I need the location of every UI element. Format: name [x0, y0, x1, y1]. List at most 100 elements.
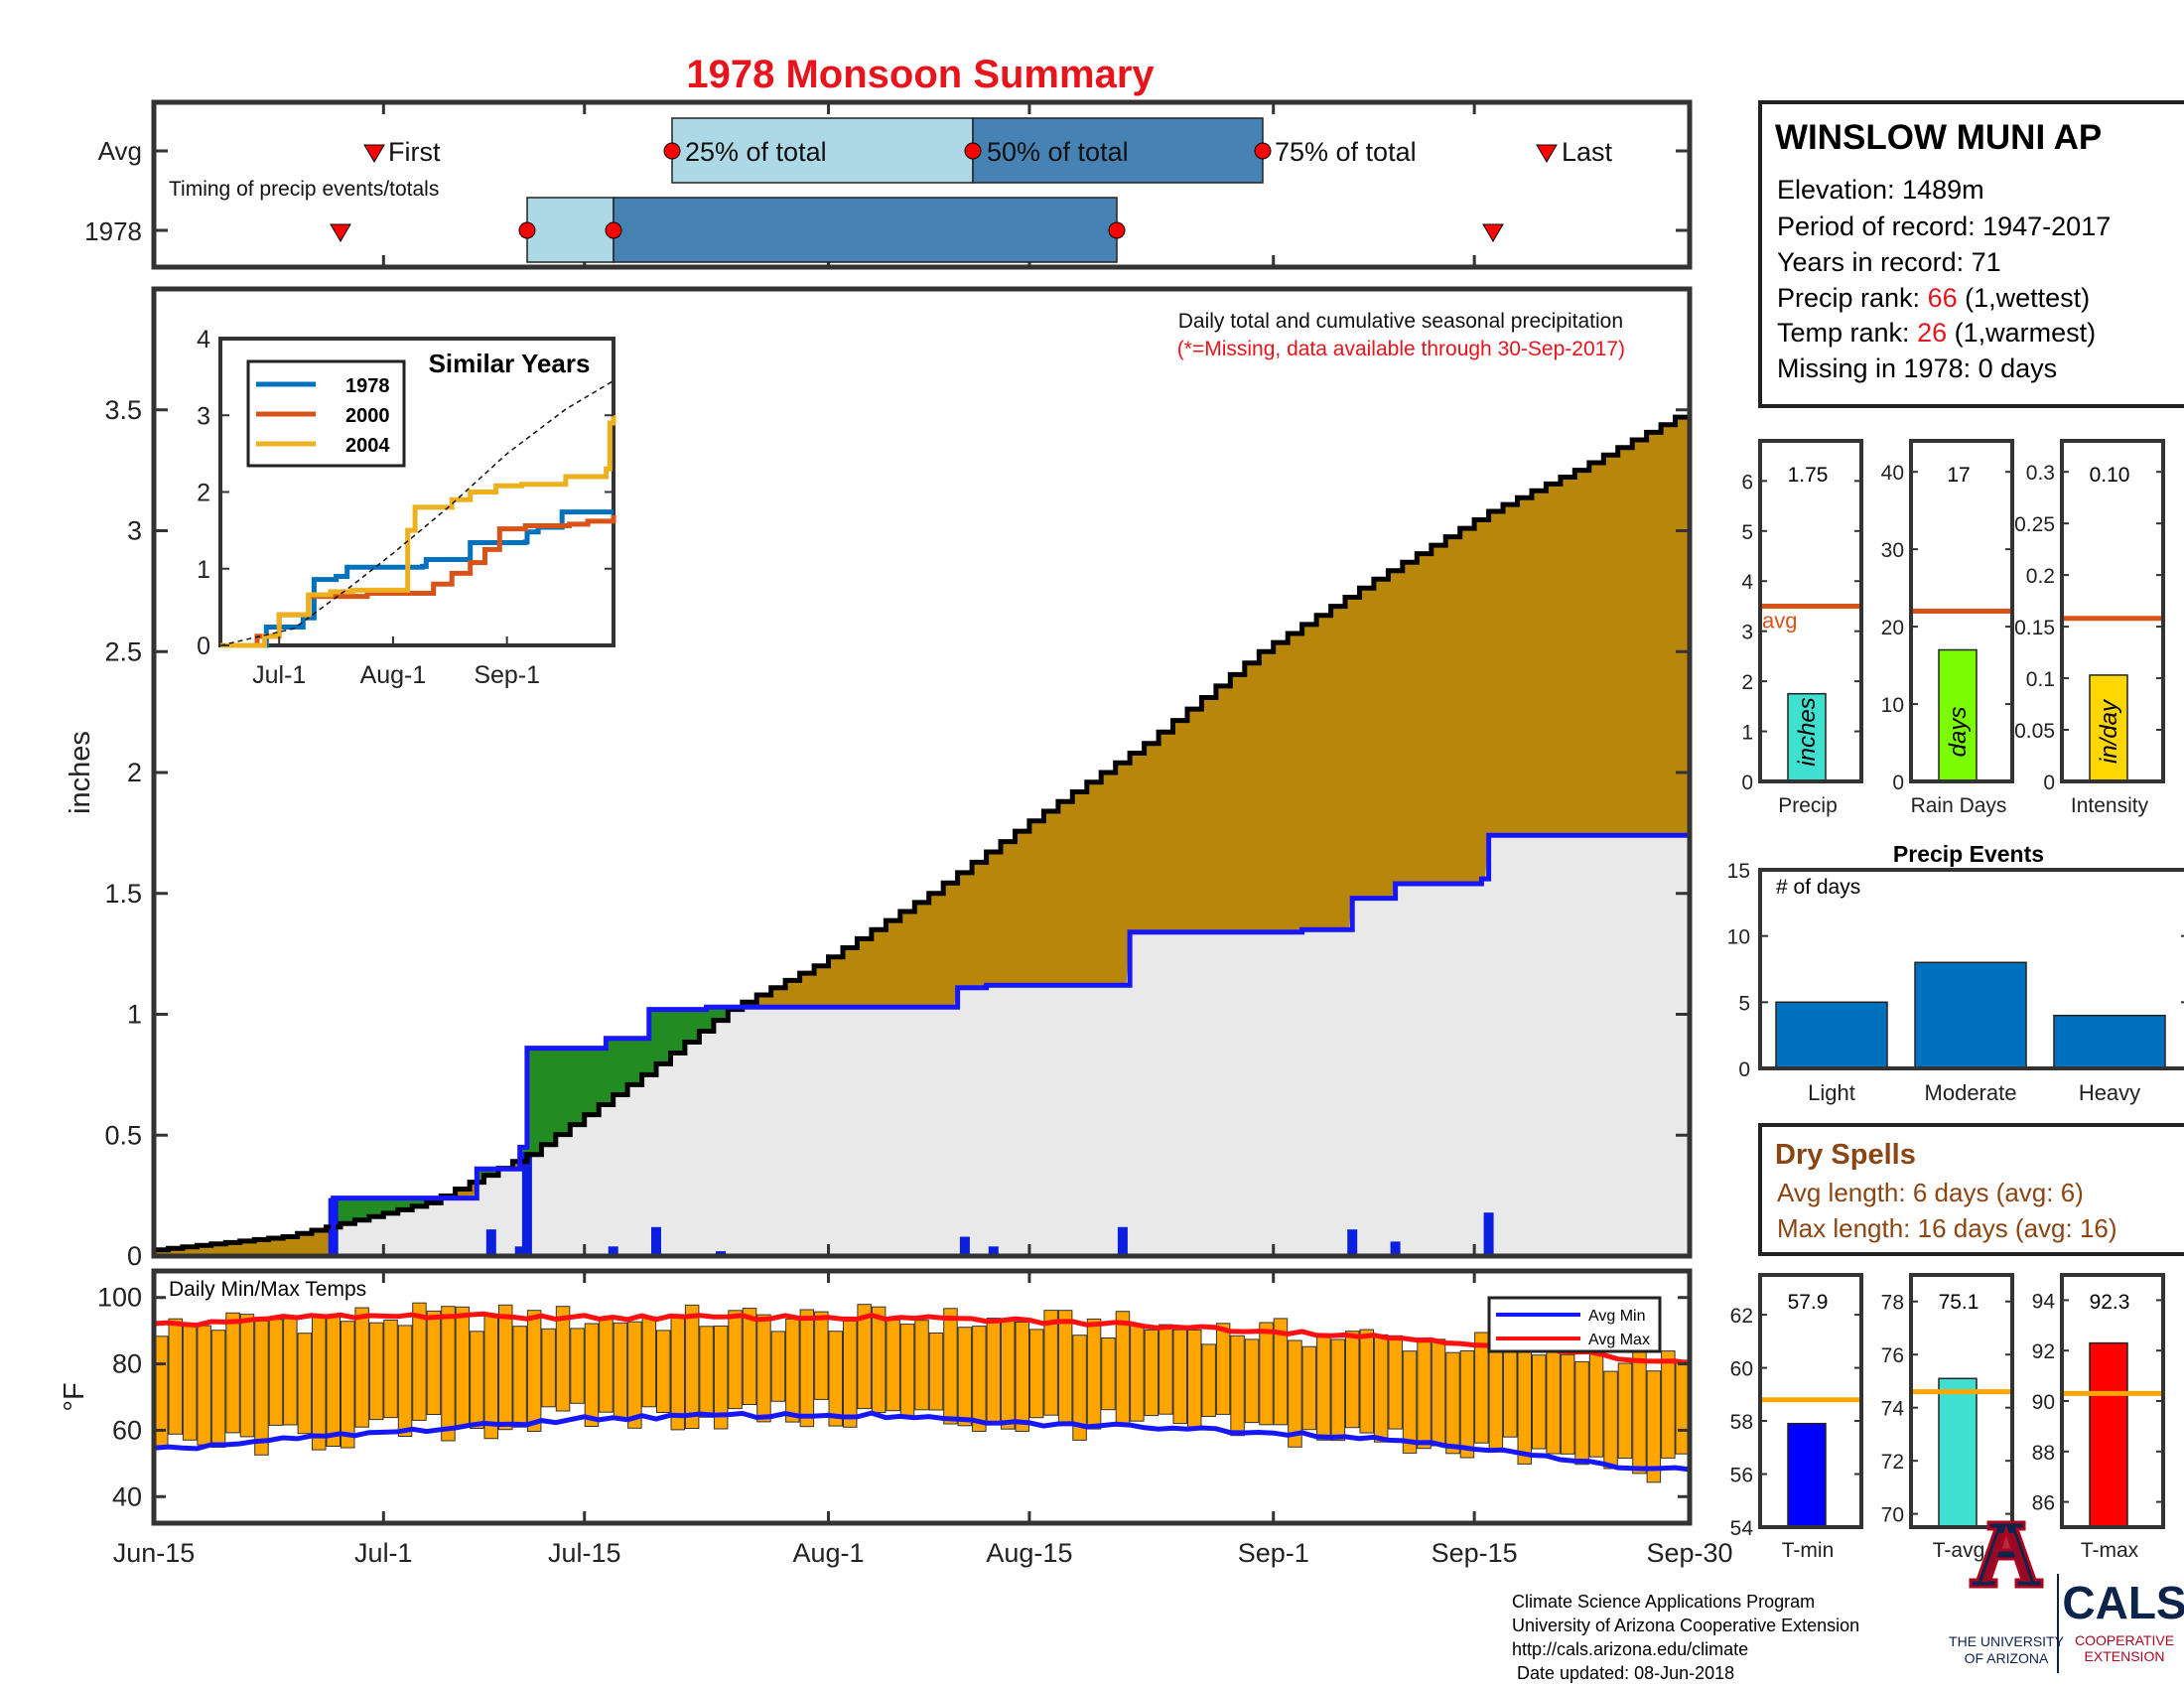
intensity-tick-label: 0.15 — [2014, 617, 2055, 639]
daily-temp-range-bar — [1172, 1329, 1187, 1425]
timing-panel: Avg 1978 Timing of precip events/totals … — [84, 99, 1693, 270]
y-tick-label: 3 — [127, 516, 142, 546]
tmin-axis-label: T-min — [1782, 1539, 1835, 1562]
main-note-1: Daily total and cumulative seasonal prec… — [1178, 310, 1623, 333]
avg-min-line — [153, 1410, 1691, 1473]
station-period: Period of record: 1947-2017 — [1777, 211, 2111, 241]
inset-x-tick-label: Jul-1 — [252, 661, 306, 689]
daily-temp-range-bar — [210, 1330, 226, 1448]
intensity-tick-label: 0.3 — [2026, 462, 2055, 485]
daily-temp-range-bar — [197, 1325, 211, 1446]
temp-rank-label: Temp rank: — [1777, 318, 1917, 348]
intensity-tick-label: 0.1 — [2026, 668, 2055, 691]
daily-temp-range-bar — [742, 1308, 757, 1405]
precip-tick-label: 5 — [1741, 521, 1753, 544]
daily-precip-bar — [1347, 1229, 1358, 1256]
daily-temp-range-bar — [555, 1306, 571, 1412]
daily-temp-range-bar — [756, 1314, 771, 1423]
daily-precip-bar — [1117, 1226, 1128, 1256]
tavg-value-label: 75.1 — [1939, 1291, 1979, 1314]
daily-precip-bar — [608, 1246, 618, 1256]
rain_days-panel-frame — [1909, 439, 2014, 783]
tavg-bar — [1938, 1377, 1978, 1528]
temp-summary-bars: 54 56 58 60 62 57.9 T-min 70 72 74 76 78 75.1 T-avg 86… — [1730, 1273, 2165, 1562]
inset-legend-2004: 2004 — [345, 435, 390, 457]
daily-temp-range-bar — [541, 1328, 556, 1408]
daily-temp-range-bar — [1028, 1329, 1044, 1419]
x-tick-label: Sep-30 — [1646, 1538, 1732, 1568]
daily-temp-range-bar — [1144, 1329, 1160, 1417]
daily-temp-range-bar — [1187, 1329, 1202, 1429]
daily-temp-range-bar — [1646, 1370, 1662, 1483]
tmin-value-label: 57.9 — [1788, 1291, 1829, 1314]
daily-temp-range-bar — [498, 1304, 513, 1431]
cumulative-1978-line — [154, 832, 1690, 1259]
cals-name: CALS — [2062, 1577, 2184, 1628]
footer-line-3: http://cals.arizona.edu/climate — [1512, 1639, 1748, 1659]
daily-temp-range-bar — [1517, 1338, 1532, 1465]
daily-temp-range-bar — [1445, 1351, 1460, 1455]
daily-temp-range-bar — [785, 1318, 800, 1423]
tmin-tick-label: 60 — [1730, 1358, 1753, 1381]
avg-q50-label: 50% of total — [987, 137, 1129, 167]
temp-rank-note: (1,warmest) — [1947, 318, 2096, 348]
y1978-last-marker — [1482, 223, 1504, 242]
tavg-tick-label: 70 — [1881, 1504, 1904, 1527]
daily-temp-range-bar — [1488, 1342, 1504, 1451]
precip-axis-label: Precip — [1778, 794, 1838, 817]
daily-temp-range-bar — [1072, 1335, 1087, 1441]
daily-temp-range-bar — [1402, 1350, 1418, 1454]
daily-temp-range-bar — [368, 1322, 384, 1421]
events-category-label: Heavy — [2079, 1080, 2140, 1105]
daily-temp-range-bar — [455, 1306, 471, 1428]
daily-temp-range-bar — [914, 1320, 929, 1411]
precip-rank-note: (1,wettest) — [1958, 283, 2091, 313]
events-tick-label: 5 — [1738, 992, 1750, 1015]
daily-temp-range-bar — [1373, 1334, 1389, 1443]
station-missing: Missing in 1978: 0 days — [1777, 353, 2057, 383]
daily-temps-chart: 40 60 80 100 Jun-15 Jul-1 Jul-15 Aug-1 Aug-15 Sep… — [59, 1268, 1733, 1568]
similar-years-inset: 0 1 2 3 4 Jul-1 Aug-1 Sep-1 1978 2000 2004 Simi… — [197, 326, 616, 689]
x-tick-label: Jul-15 — [548, 1538, 621, 1568]
daily-temp-range-bar — [1417, 1341, 1432, 1450]
events-tick-label: 0 — [1738, 1058, 1750, 1081]
inset-y-tick-label: 3 — [197, 402, 210, 430]
temps-legend-max: Avg Max — [1588, 1332, 1650, 1348]
y1978-q25-marker — [518, 221, 536, 239]
daily-temp-range-bar — [1431, 1338, 1446, 1447]
footer-line-1: Climate Science Applications Program — [1512, 1592, 1815, 1612]
x-tick-label: Jul-1 — [354, 1538, 413, 1568]
precip-tick-label: 2 — [1741, 671, 1753, 694]
daily-temp-range-bar — [312, 1315, 327, 1451]
daily-temp-range-bar — [843, 1320, 858, 1428]
daily-precip-bar — [485, 1229, 496, 1256]
temps-ylabel: °F — [59, 1382, 90, 1411]
daily-temp-range-bar — [986, 1318, 1002, 1425]
timing-row-avg: Avg — [98, 136, 142, 166]
temps-legend-min: Avg Min — [1588, 1308, 1646, 1325]
daily-temp-range-bar — [1459, 1350, 1475, 1459]
intensity-value-label: 0.10 — [2090, 464, 2130, 487]
daily-temp-range-bar — [412, 1302, 427, 1421]
daily-temp-range-bar — [1316, 1334, 1331, 1441]
intensity-axis-label: Intensity — [2071, 794, 2149, 817]
avg-q25-marker — [663, 142, 681, 160]
events-bar-heavy — [2053, 1014, 2166, 1069]
intensity-tick-label: 0.2 — [2026, 565, 2055, 588]
events-bar-light — [1775, 1001, 1888, 1069]
rain_days-tick-label: 40 — [1881, 462, 1904, 485]
daily-temp-range-bar — [1230, 1335, 1245, 1437]
tavg-tick-label: 74 — [1881, 1398, 1905, 1421]
temp-y-tick-label: 60 — [112, 1415, 142, 1445]
tavg-tick-label: 78 — [1881, 1292, 1904, 1315]
precip-panel-frame — [1758, 439, 1863, 783]
intensity-unit-label: in/day — [2096, 698, 2122, 764]
daily-temp-range-bar — [254, 1320, 269, 1456]
daily-temp-range-bar — [1330, 1338, 1346, 1442]
x-tick-label: Aug-15 — [986, 1538, 1072, 1568]
y1978-q25-q75-box — [613, 197, 1118, 263]
daily-temp-range-bar — [383, 1320, 398, 1419]
tmax-tick-label: 94 — [2032, 1290, 2056, 1313]
y-tick-label: 0 — [127, 1241, 142, 1271]
daily-temp-range-bar — [1301, 1345, 1317, 1431]
